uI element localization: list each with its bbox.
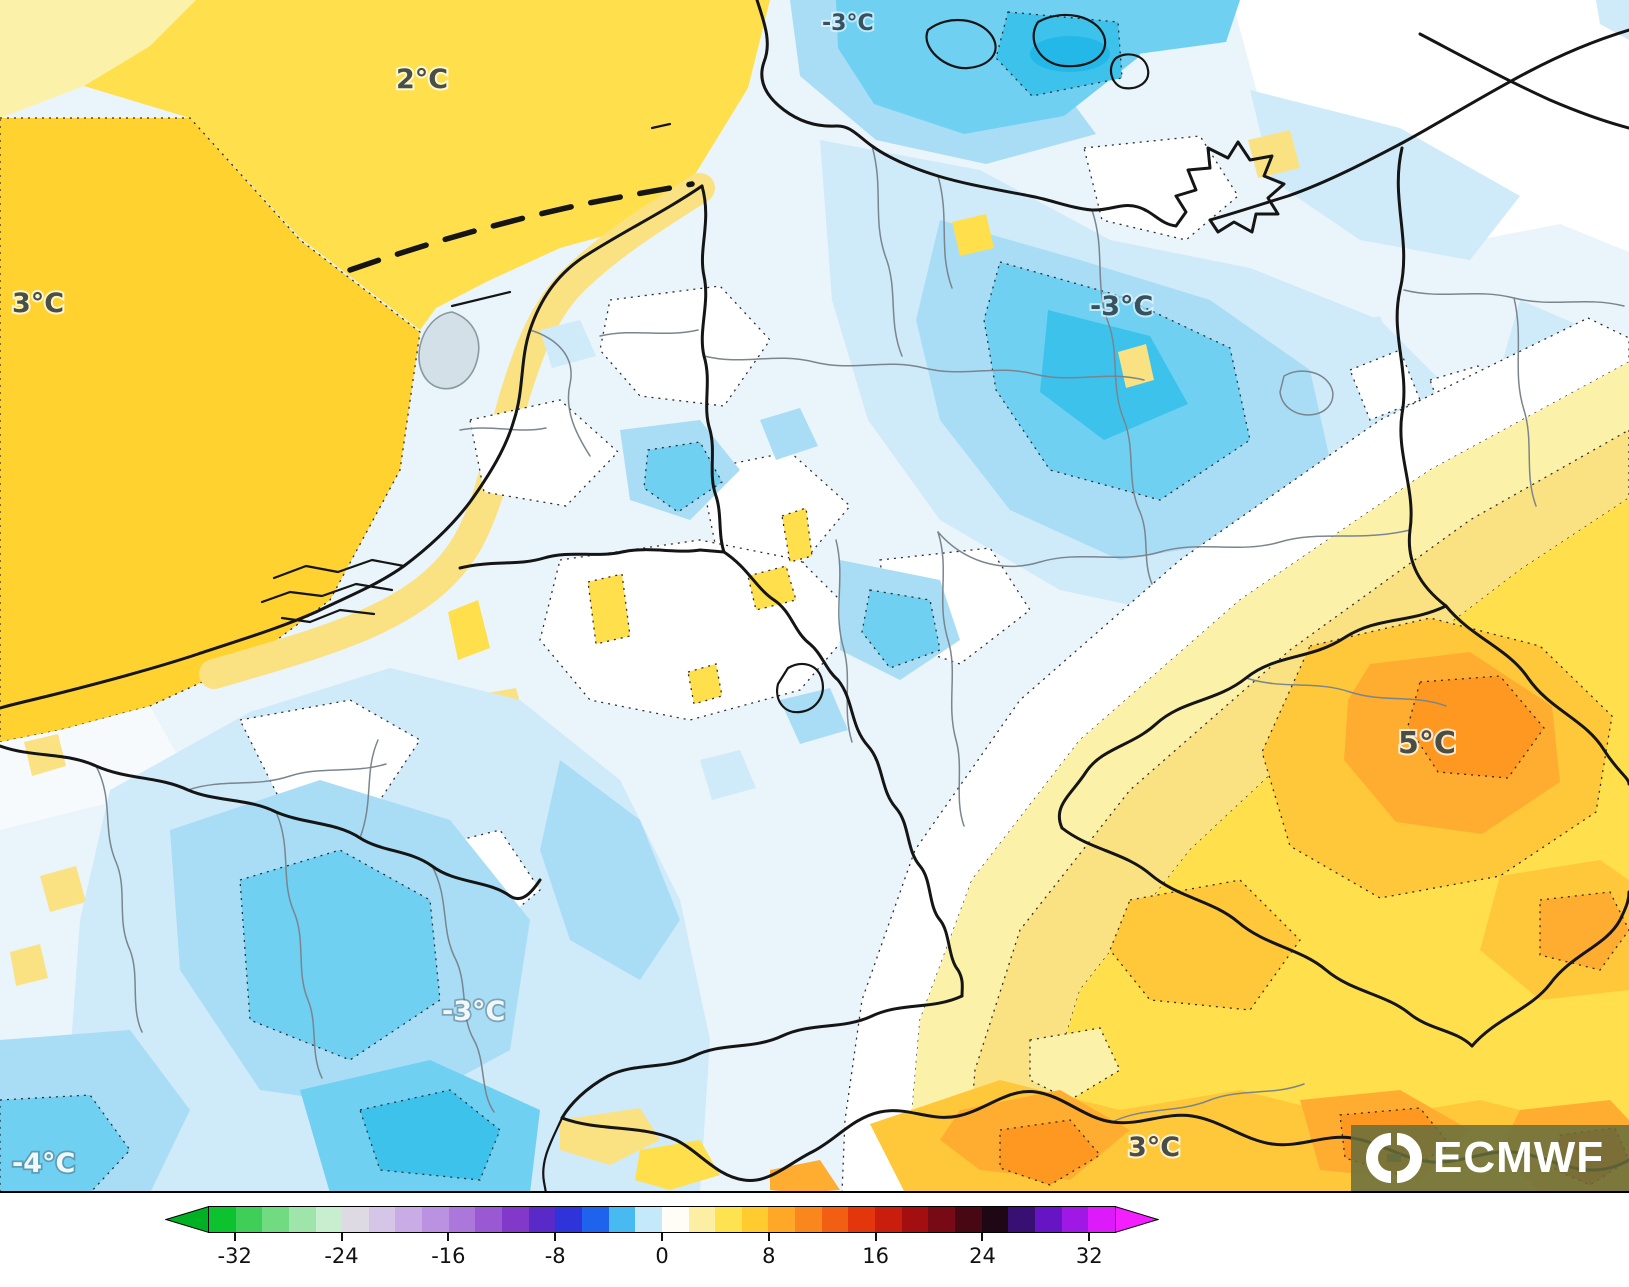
colorbar-tick-label: 8	[762, 1244, 776, 1268]
ecmwf-logo-icon	[1366, 1133, 1422, 1183]
colorbar-tick-label: -16	[431, 1244, 466, 1268]
colorbar-right-arrow	[1115, 1206, 1159, 1233]
colorbar-tick-mark	[661, 1233, 663, 1241]
regional-borders	[95, 145, 1625, 1123]
coast-netherlands-belgium	[0, 184, 704, 710]
danish-islands	[925, 18, 997, 70]
colorbar-tick-mark	[447, 1233, 450, 1241]
colorbar-tick-mark	[981, 1233, 984, 1241]
colorbar-segment	[581, 1207, 609, 1232]
colorbar-segment	[821, 1207, 849, 1232]
colorbar-ticks: -32 -24 -16 -8 0 8 16 24 32	[208, 1233, 1116, 1275]
colorbar-tick-label: 16	[862, 1244, 890, 1268]
colorbar-segment	[315, 1207, 343, 1232]
colorbar-tick-mark	[874, 1233, 877, 1241]
colorbar-segment	[1061, 1207, 1089, 1232]
colorbar-segment	[928, 1207, 955, 1232]
colorbar-segment	[901, 1207, 929, 1232]
colorbar-segment	[235, 1207, 263, 1232]
temp-label: 5°C	[1398, 726, 1456, 761]
colorbar-segment	[555, 1207, 582, 1232]
border-ch-de	[560, 994, 964, 1120]
temp-label: -4°C	[12, 1148, 75, 1179]
colorbar-segment	[608, 1207, 636, 1232]
border-cz-sk	[1470, 890, 1629, 1048]
ijsselmeer-lake	[418, 311, 480, 390]
colorbar-segment	[848, 1207, 876, 1232]
luxembourg-outline	[776, 662, 824, 714]
colorbar-segment	[528, 1207, 556, 1232]
map-canvas: 2°C 3°C -3°C -3°C 5°C -3°C -4°C 3°C	[0, 0, 1629, 1191]
colorbar-segment	[422, 1207, 449, 1232]
temperature-labels: 2°C 3°C -3°C -3°C 5°C -3°C -4°C 3°C	[10, 9, 1458, 1181]
colorbar-tick-mark	[767, 1233, 770, 1241]
colorbar-segment	[688, 1207, 716, 1232]
berlin-outline	[1279, 370, 1334, 416]
map-region-fills	[0, 0, 1629, 1191]
colorbar-segment	[288, 1207, 316, 1232]
colorbar-segment	[741, 1207, 769, 1232]
colorbar-segment	[502, 1207, 529, 1232]
colorbar-tick-mark	[340, 1233, 343, 1241]
colorbar-tick-label: 32	[1075, 1244, 1103, 1268]
colorbar-segment	[368, 1207, 396, 1232]
temp-label: -3°C	[1090, 291, 1153, 322]
colorbar-segment	[768, 1207, 796, 1232]
colorbar-tick-label: -32	[217, 1244, 252, 1268]
colorbar-segment	[1008, 1207, 1035, 1232]
border-cz-north	[1057, 604, 1448, 830]
temp-label: -3°C	[822, 11, 874, 36]
colorbar-tick-label: -8	[544, 1244, 566, 1268]
border-nl-de	[700, 184, 726, 554]
ecmwf-logo-text: ECMWF	[1433, 1133, 1605, 1182]
border-cz-south	[1060, 826, 1474, 1048]
colorbar-segment	[715, 1207, 742, 1232]
colorbar-segment	[342, 1207, 369, 1232]
colorbar-segment	[395, 1207, 423, 1232]
border-de-fr	[722, 550, 964, 998]
colorbar-tick-mark	[1088, 1233, 1091, 1241]
coast-sweden	[1418, 32, 1629, 130]
colorbar-segment	[661, 1207, 689, 1232]
border-de-pl	[1395, 146, 1448, 608]
colorbar-segment	[1034, 1207, 1062, 1232]
colorbar-segment	[875, 1207, 902, 1232]
colorbar-segment	[1088, 1207, 1115, 1232]
colorbar-tick-mark	[554, 1233, 557, 1241]
colorbar-tick-label: -24	[324, 1244, 359, 1268]
temp-label: 3°C	[12, 288, 64, 319]
temp-label: 3°C	[1128, 1132, 1180, 1163]
colorbar-segment	[635, 1207, 662, 1232]
ecmwf-watermark: ECMWF	[1351, 1125, 1629, 1191]
temp-label: -3°C	[442, 996, 505, 1027]
border-be-nl	[458, 548, 726, 570]
national-borders	[0, 0, 1629, 1191]
colorbar-segment	[209, 1207, 236, 1232]
colorbar-segment	[981, 1207, 1009, 1232]
coast-denmark-baltic	[755, 0, 1629, 234]
wadden-islands	[347, 181, 695, 273]
colorbar-segment	[795, 1207, 822, 1232]
temperature-anomaly-map: 2°C 3°C -3°C -3°C 5°C -3°C -4°C 3°C ECMW…	[0, 0, 1629, 1193]
colorbar-segment	[262, 1207, 289, 1232]
colorbar-gradient	[208, 1206, 1116, 1233]
colorbar-tick-label: 0	[655, 1244, 669, 1268]
temp-label: 2°C	[396, 64, 448, 95]
colorbar-segment	[954, 1207, 982, 1232]
colorbar: -32 -24 -16 -8 0 8 16 24 32	[164, 1206, 1160, 1276]
colorbar-segment	[475, 1207, 503, 1232]
colorbar-segment	[448, 1207, 476, 1232]
border-be-fr	[0, 744, 542, 901]
colorbar-tick-label: 24	[969, 1244, 996, 1268]
colorbar-tick-mark	[233, 1233, 236, 1241]
colorbar-left-arrow	[165, 1206, 209, 1233]
border-cz-pl	[1444, 604, 1629, 786]
